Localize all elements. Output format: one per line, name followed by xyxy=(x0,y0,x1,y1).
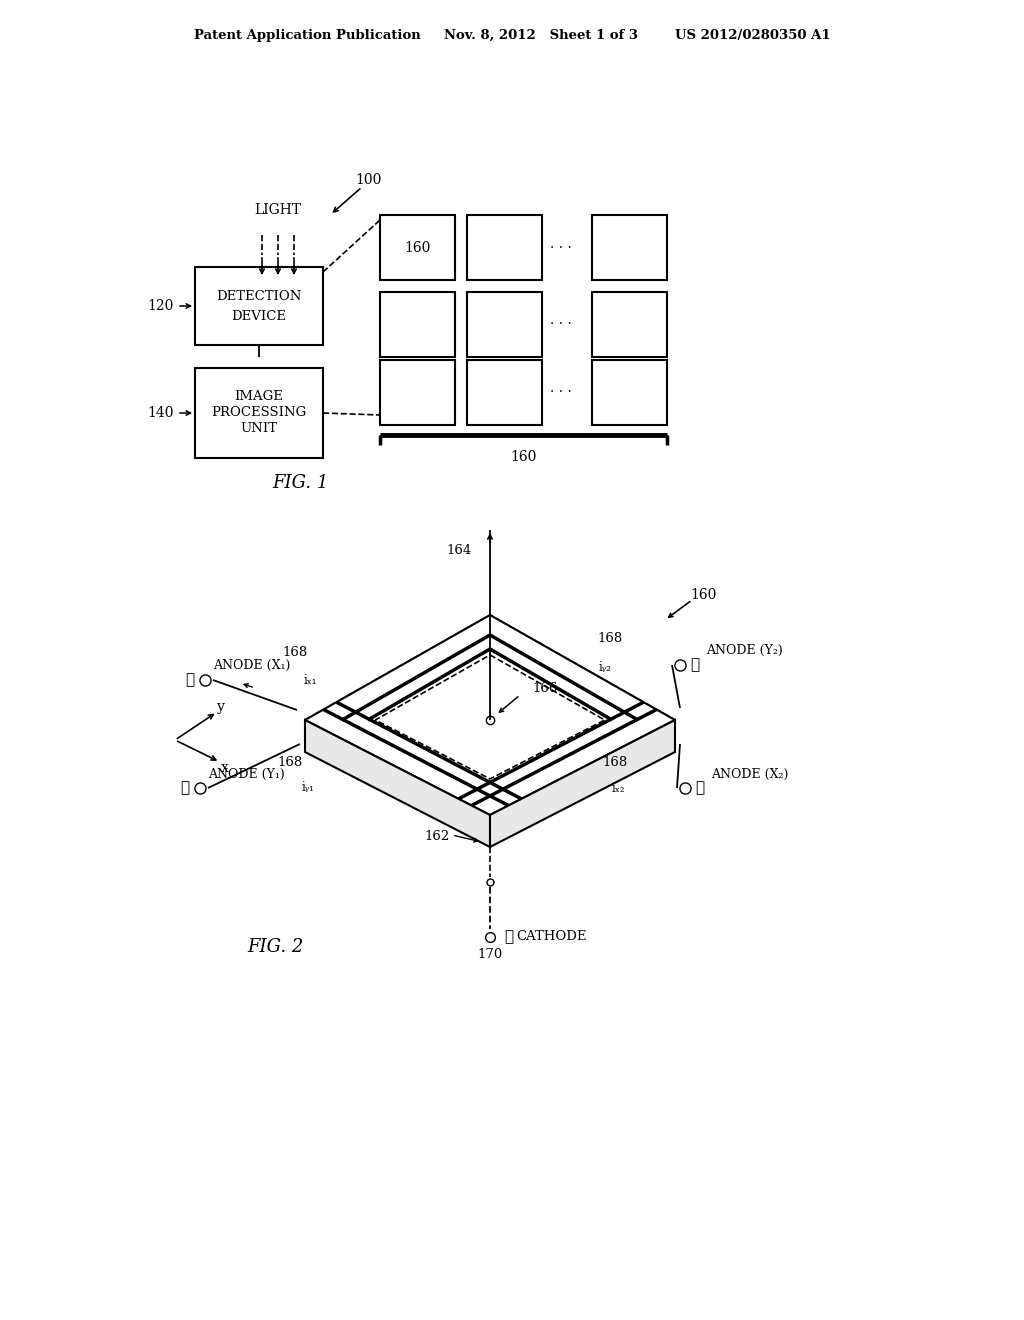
Text: 168: 168 xyxy=(283,645,307,659)
Text: ANODE (X₂): ANODE (X₂) xyxy=(711,767,788,780)
Text: iᵧ₂: iᵧ₂ xyxy=(599,661,611,675)
Bar xyxy=(592,360,667,425)
Text: ANODE (Y₁): ANODE (Y₁) xyxy=(208,767,285,780)
Text: ①: ① xyxy=(185,673,195,686)
Text: UNIT: UNIT xyxy=(241,422,278,436)
Bar xyxy=(592,215,667,280)
Text: DETECTION: DETECTION xyxy=(216,289,302,302)
Text: DEVICE: DEVICE xyxy=(231,309,287,322)
Text: 160: 160 xyxy=(690,587,717,602)
Text: ②: ② xyxy=(695,781,705,795)
Bar xyxy=(592,292,667,356)
Text: 164: 164 xyxy=(446,544,472,557)
Text: 160: 160 xyxy=(510,450,537,465)
Text: iᵧ₁: iᵧ₁ xyxy=(301,781,314,795)
Bar xyxy=(380,360,455,425)
Text: · · ·: · · · xyxy=(550,240,571,255)
Polygon shape xyxy=(305,719,490,847)
Text: 140: 140 xyxy=(147,407,174,420)
Text: 162: 162 xyxy=(425,830,450,843)
Text: 160: 160 xyxy=(404,240,431,255)
Text: LIGHT: LIGHT xyxy=(255,203,301,216)
Text: iₓ₁: iₓ₁ xyxy=(303,673,316,686)
Text: 120: 120 xyxy=(147,300,174,313)
Bar xyxy=(467,292,542,356)
Text: ③: ③ xyxy=(180,781,189,795)
Text: IMAGE: IMAGE xyxy=(234,391,284,404)
Text: iₓ₂: iₓ₂ xyxy=(611,781,625,795)
Polygon shape xyxy=(305,615,675,814)
Bar xyxy=(380,215,455,280)
Bar xyxy=(467,360,542,425)
Text: ⑤: ⑤ xyxy=(504,931,513,944)
Text: 168: 168 xyxy=(597,631,623,644)
Text: 166: 166 xyxy=(532,681,557,694)
Text: x: x xyxy=(221,762,229,775)
Text: y: y xyxy=(217,700,225,714)
Text: 168: 168 xyxy=(602,755,628,768)
Text: CATHODE: CATHODE xyxy=(516,931,587,944)
Text: · · ·: · · · xyxy=(550,318,571,331)
Text: · · ·: · · · xyxy=(550,385,571,400)
Text: FIG. 2: FIG. 2 xyxy=(247,939,303,956)
Text: ④: ④ xyxy=(690,657,699,672)
Text: ANODE (X₁): ANODE (X₁) xyxy=(213,659,291,672)
Polygon shape xyxy=(490,719,675,847)
Text: 100: 100 xyxy=(355,173,381,187)
Text: Patent Application Publication     Nov. 8, 2012   Sheet 1 of 3        US 2012/02: Patent Application Publication Nov. 8, 2… xyxy=(194,29,830,41)
Text: 168: 168 xyxy=(278,755,303,768)
Text: ANODE (Y₂): ANODE (Y₂) xyxy=(706,644,782,656)
Bar xyxy=(380,292,455,356)
Text: 170: 170 xyxy=(477,949,503,961)
Text: FIG. 1: FIG. 1 xyxy=(271,474,328,492)
Bar xyxy=(195,267,323,345)
Bar xyxy=(195,368,323,458)
Text: PROCESSING: PROCESSING xyxy=(211,407,306,420)
Bar xyxy=(467,215,542,280)
